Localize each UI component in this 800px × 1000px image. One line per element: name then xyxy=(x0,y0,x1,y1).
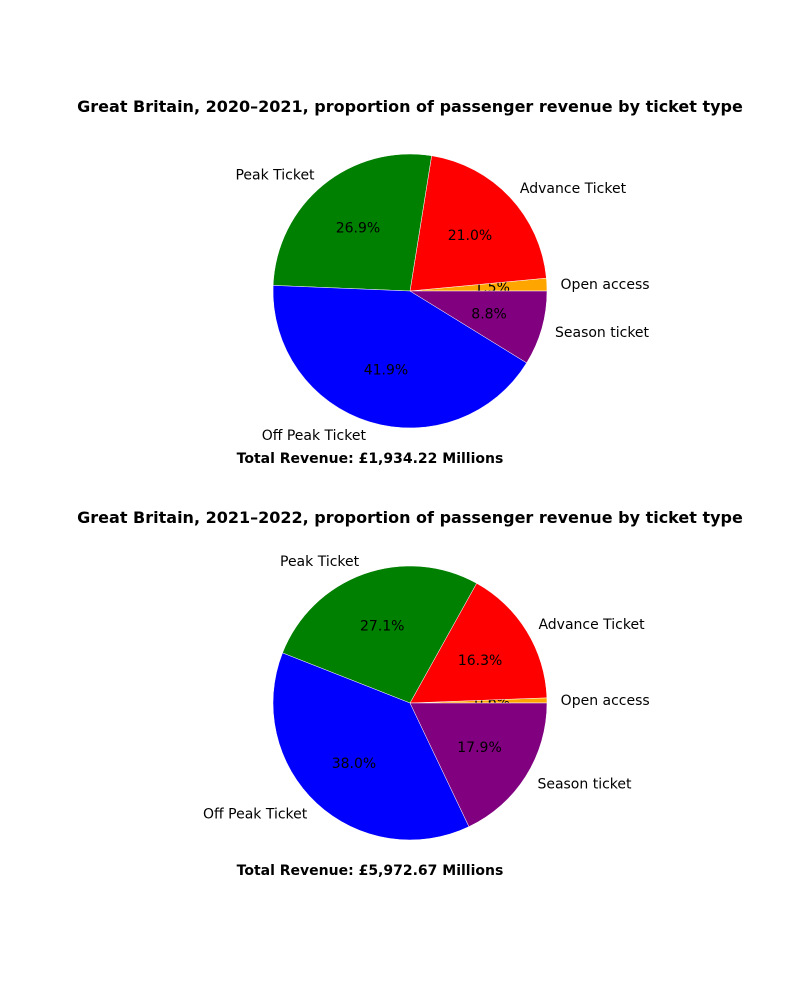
pct-label-advance-ticket: 21.0% xyxy=(448,228,492,244)
pie-slice-off-peak-ticket xyxy=(272,285,527,429)
pie-slice-advance-ticket xyxy=(409,582,548,704)
slice-label-open-access: Open access xyxy=(561,277,650,293)
total-revenue-label: Total Revenue: £1,934.22 Millions xyxy=(237,451,504,467)
pie-slice-off-peak-ticket xyxy=(272,652,470,841)
pct-label-peak-ticket: 26.9% xyxy=(336,220,380,236)
pct-label-off-peak-ticket: 38.0% xyxy=(332,756,376,772)
slice-label-advance-ticket: Advance Ticket xyxy=(520,181,627,197)
pie-slice-season-ticket xyxy=(409,702,548,827)
pie-slice-advance-ticket xyxy=(409,155,547,292)
slice-label-peak-ticket: Peak Ticket xyxy=(280,554,360,570)
slice-label-off-peak-ticket: Off Peak Ticket xyxy=(262,428,367,444)
pct-label-advance-ticket: 16.3% xyxy=(458,653,502,669)
pie-slice-season-ticket xyxy=(409,290,548,364)
slice-label-open-access: Open access xyxy=(561,693,650,709)
pie-slice-peak-ticket xyxy=(272,153,432,292)
slice-label-peak-ticket: Peak Ticket xyxy=(235,167,315,183)
pie-chart-1: Great Britain, 2020–2021, proportion of … xyxy=(77,97,743,467)
slice-label-season-ticket: Season ticket xyxy=(555,325,650,341)
slice-label-season-ticket: Season ticket xyxy=(537,776,632,792)
pct-label-peak-ticket: 27.1% xyxy=(360,619,404,635)
pct-label-season-ticket: 8.8% xyxy=(471,306,507,322)
slice-label-advance-ticket: Advance Ticket xyxy=(538,617,645,633)
pie-slice-peak-ticket xyxy=(282,565,477,704)
pct-label-off-peak-ticket: 41.9% xyxy=(364,363,408,379)
chart-title: Great Britain, 2021–2022, proportion of … xyxy=(77,508,743,527)
chart-title: Great Britain, 2020–2021, proportion of … xyxy=(77,97,743,116)
slice-label-off-peak-ticket: Off Peak Ticket xyxy=(203,806,308,822)
pct-label-season-ticket: 17.9% xyxy=(457,740,501,756)
pie-chart-2: Great Britain, 2021–2022, proportion of … xyxy=(77,508,743,879)
total-revenue-label: Total Revenue: £5,972.67 Millions xyxy=(237,863,504,879)
